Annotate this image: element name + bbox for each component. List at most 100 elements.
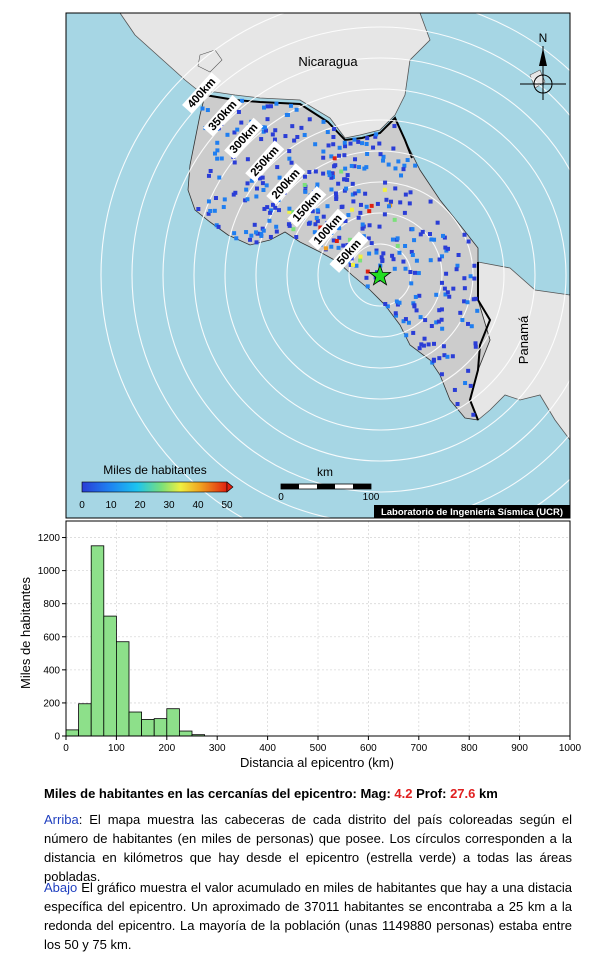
- district-dot: [200, 106, 205, 111]
- district-dot: [473, 344, 478, 349]
- histogram-bar: [78, 703, 92, 737]
- district-dot: [411, 301, 416, 306]
- district-dot: [432, 237, 437, 242]
- district-dot: [313, 169, 318, 174]
- district-dot: [265, 205, 270, 210]
- district-dot: [261, 125, 266, 130]
- district-dot: [377, 141, 382, 146]
- district-dot: [404, 333, 409, 338]
- district-dot: [261, 129, 266, 134]
- district-dot: [366, 236, 371, 241]
- district-dot: [363, 191, 368, 196]
- bottom-label: Abajo: [44, 880, 78, 895]
- district-dot: [208, 168, 213, 173]
- district-dot: [342, 140, 347, 145]
- district-dot: [360, 141, 365, 146]
- district-dot: [406, 320, 411, 325]
- district-dot: [331, 134, 336, 139]
- district-dot: [381, 154, 386, 159]
- district-dot: [273, 205, 278, 210]
- district-dot: [196, 207, 201, 212]
- district-dot: [271, 202, 276, 207]
- district-dot: [315, 208, 320, 213]
- district-dot: [442, 286, 447, 291]
- district-dot: [452, 387, 457, 392]
- district-dot: [259, 231, 264, 236]
- district-dot: [414, 308, 419, 313]
- district-dot: [429, 324, 434, 329]
- x-tick-label: 600: [360, 743, 377, 754]
- district-dot: [439, 317, 444, 322]
- district-dot: [353, 191, 358, 196]
- histogram-bar: [141, 719, 155, 737]
- district-dot: [383, 301, 388, 306]
- district-dot: [352, 164, 357, 169]
- map-description: Arriba: El mapa muestra las cabeceras de…: [44, 810, 572, 886]
- district-dot: [360, 226, 365, 231]
- district-dot: [299, 125, 304, 130]
- district-dot: [215, 148, 220, 153]
- district-dot: [345, 173, 350, 178]
- district-dot: [402, 210, 407, 215]
- district-dot: [428, 199, 433, 204]
- district-dot: [245, 181, 250, 186]
- district-dot: [275, 165, 280, 170]
- district-dot: [302, 182, 307, 187]
- district-dot: [377, 224, 382, 229]
- x-tick-label: 700: [410, 743, 427, 754]
- district-dot: [375, 201, 380, 206]
- district-dot: [417, 293, 422, 298]
- district-dot: [414, 258, 419, 263]
- district-dot: [306, 221, 311, 226]
- district-dot: [392, 266, 397, 271]
- district-dot: [357, 165, 362, 170]
- district-dot: [351, 262, 356, 267]
- district-dot: [419, 342, 424, 347]
- district-dot: [429, 237, 434, 242]
- distance-ring: [193, 88, 567, 462]
- district-dot: [339, 169, 344, 174]
- district-dot: [421, 343, 426, 348]
- district-dot: [472, 276, 477, 281]
- district-dot: [254, 230, 259, 235]
- district-dot: [437, 356, 442, 361]
- district-dot: [333, 191, 338, 196]
- district-dot: [460, 318, 465, 323]
- district-dot: [205, 108, 210, 113]
- district-dot: [403, 243, 408, 248]
- district-dot: [468, 274, 473, 279]
- colorbar-tick: 30: [163, 500, 175, 511]
- district-dot: [302, 132, 307, 137]
- district-dot: [420, 229, 425, 234]
- district-dot: [325, 130, 330, 135]
- district-dot: [436, 319, 441, 324]
- x-tick-label: 300: [209, 743, 226, 754]
- district-dot: [435, 220, 440, 225]
- district-dot: [343, 166, 348, 171]
- district-dot: [405, 158, 410, 163]
- district-dot: [321, 171, 326, 176]
- district-dot: [239, 98, 244, 103]
- district-dot: [462, 286, 467, 291]
- chart-description: Abajo El gráfico muestra el valor acumul…: [44, 878, 572, 954]
- district-dot: [434, 320, 439, 325]
- district-dot: [336, 181, 341, 186]
- distance-ring: [100, 13, 570, 518]
- district-dot: [364, 165, 369, 170]
- district-dot: [265, 117, 270, 122]
- district-dot: [243, 198, 248, 203]
- border-south: [468, 262, 492, 421]
- district-dot: [313, 142, 318, 147]
- district-dot: [458, 310, 463, 315]
- district-dot: [349, 207, 354, 212]
- district-dot: [337, 226, 342, 231]
- depth-label: Prof:: [416, 786, 447, 801]
- district-dot: [287, 223, 292, 228]
- district-dot: [267, 218, 272, 223]
- district-dot: [284, 112, 289, 117]
- district-dot: [462, 232, 467, 237]
- district-dot: [321, 214, 326, 219]
- district-dot: [342, 153, 347, 158]
- island: [197, 49, 223, 73]
- distance-ring: [131, 26, 570, 518]
